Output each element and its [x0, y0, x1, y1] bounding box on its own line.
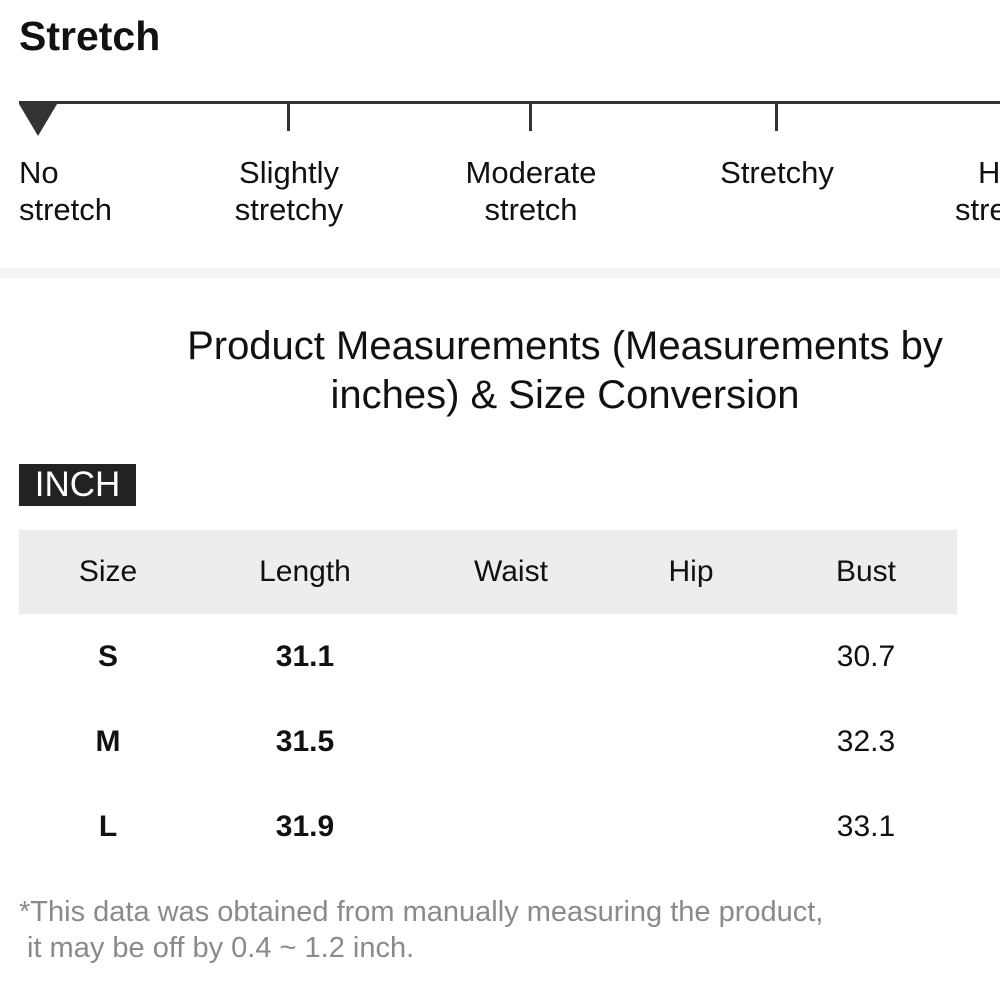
stretch-level-marker-icon	[19, 104, 57, 136]
stretch-scale: No stretch Slightly stretchy Moderate st…	[0, 0, 1000, 240]
stretch-level-high-stretch: H stre	[955, 154, 1000, 228]
table-row: M 31.5 32.3	[19, 699, 957, 784]
measurements-title-line1: Product Measurements (Measurements by	[187, 324, 943, 368]
stretch-level-line2: stretch	[19, 192, 113, 227]
stretch-level-line2: stre	[955, 192, 1000, 227]
stretch-level-line1: Slightly	[239, 155, 339, 190]
table-row: S 31.1 30.7	[19, 614, 957, 699]
cell-bust: 32.3	[836, 725, 896, 758]
cell-length: 31.9	[275, 810, 335, 843]
measurements-title: Product Measurements (Measurements by in…	[130, 322, 1000, 420]
unit-badge: INCH	[19, 464, 136, 506]
cell-size: L	[98, 810, 118, 843]
stretch-level-stretchy: Stretchy	[677, 154, 877, 191]
header-bust: Bust	[835, 555, 897, 588]
footnote-line1: *This data was obtained from manually me…	[19, 896, 824, 928]
cell-bust: 30.7	[836, 640, 896, 673]
header-waist: Waist	[474, 555, 548, 588]
cell-size: M	[95, 725, 121, 758]
measurements-title-line2: inches) & Size Conversion	[330, 373, 800, 417]
cell-length: 31.1	[275, 640, 335, 673]
table-header-row: Size Length Waist Hip Bust	[19, 530, 957, 614]
stretch-level-slightly-stretchy: Slightly stretchy	[189, 154, 389, 228]
cell-length: 31.5	[275, 725, 335, 758]
scale-tick-moderate-stretch	[529, 104, 532, 131]
section-divider	[0, 268, 1000, 278]
header-hip: Hip	[668, 555, 714, 588]
stretch-level-line2: stretchy	[234, 192, 344, 227]
stretch-level-moderate-stretch: Moderate stretch	[431, 154, 631, 228]
size-table: Size Length Waist Hip Bust S 31.1 30.7 M…	[19, 530, 957, 869]
stretch-level-line1: Moderate	[465, 155, 597, 190]
stretch-level-line1: No	[19, 155, 59, 190]
stretch-level-line1: H	[978, 155, 1000, 190]
scale-tick-stretchy	[775, 104, 778, 131]
footnote-line2: it may be off by 0.4 ~ 1.2 inch.	[27, 932, 415, 964]
stretch-title: Stretch	[19, 13, 161, 59]
header-size: Size	[78, 555, 138, 588]
scale-line	[19, 101, 1000, 104]
cell-bust: 33.1	[836, 810, 896, 843]
stretch-level-line2: stretch	[484, 192, 578, 227]
header-length: Length	[259, 555, 351, 588]
measurement-footnote: *This data was obtained from manually me…	[19, 894, 823, 966]
cell-size: S	[97, 640, 118, 673]
table-row: L 31.9 33.1	[19, 784, 957, 869]
stretch-level-line1: Stretchy	[720, 155, 834, 190]
scale-tick-slightly-stretchy	[287, 104, 290, 131]
stretch-level-no-stretch: No stretch	[19, 154, 219, 228]
